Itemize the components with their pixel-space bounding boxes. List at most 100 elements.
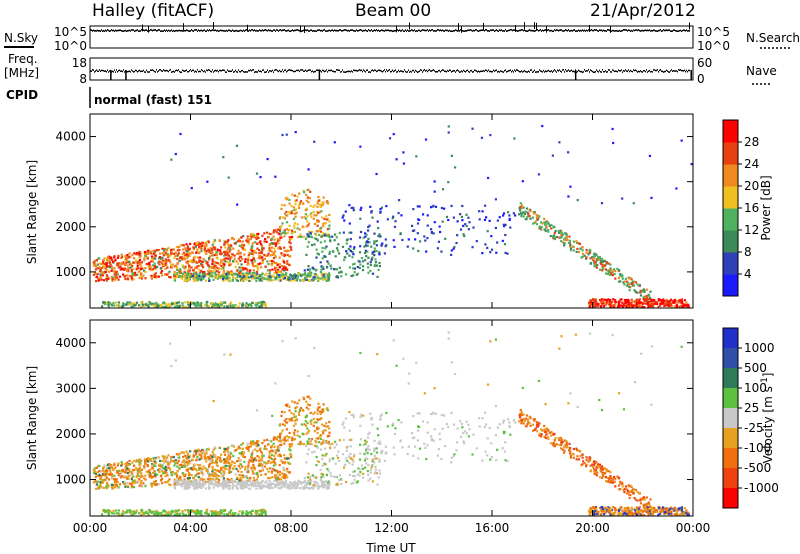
power-echo (258, 277, 261, 280)
freq-trace-point (308, 69, 309, 71)
power-speckle (170, 158, 173, 161)
velocity-echo (101, 478, 104, 481)
power-echo (350, 231, 353, 234)
noise-trace-point (532, 29, 533, 32)
noise-spike (524, 22, 525, 30)
power-echo (647, 294, 651, 297)
power-echo (270, 237, 274, 240)
power-echo (603, 298, 606, 301)
power-echo (316, 274, 319, 277)
noise-trace-point (211, 29, 212, 32)
power-echo (244, 273, 247, 276)
velocity-echo (221, 472, 224, 476)
power-echo (527, 214, 530, 218)
freq-trace-point (149, 71, 150, 73)
power-echo (187, 264, 191, 267)
noise-trace-point (250, 30, 251, 32)
power-echo (184, 301, 187, 304)
freq-trace-point (171, 71, 172, 73)
power-echo (320, 235, 323, 238)
power-echo (304, 213, 307, 216)
velocity-echo (182, 459, 186, 462)
power-speckle (480, 136, 484, 139)
power-echo (592, 301, 595, 304)
power-echo (246, 272, 249, 275)
power-echo (568, 235, 571, 238)
power-echo (315, 256, 318, 259)
velocity-echo (273, 461, 276, 464)
power-echo (316, 224, 319, 227)
noise-trace-point (164, 29, 165, 31)
velocity-echo (230, 478, 233, 481)
power-echo (629, 304, 633, 307)
power-echo (153, 267, 156, 270)
velocity-echo (159, 468, 163, 471)
power-echo (161, 262, 164, 265)
power-echo (506, 252, 509, 255)
noise-trace-point (333, 30, 334, 32)
power-echo (203, 248, 206, 251)
power-echo (326, 277, 329, 280)
noise-trace-point (232, 29, 233, 31)
power-echo (569, 247, 573, 250)
power-echo (219, 301, 222, 304)
power-echo (239, 274, 243, 277)
power-echo (201, 266, 205, 269)
freq-trace-point (683, 70, 684, 72)
velocity-echo (212, 477, 215, 480)
freq-trace-point (405, 70, 406, 73)
power-echo (107, 303, 110, 307)
power-colorbar-tick-label: 8 (744, 245, 752, 259)
power-echo (299, 233, 302, 236)
power-echo (309, 190, 312, 193)
power-echo (138, 270, 141, 273)
velocity-echo (187, 456, 190, 459)
velocity-echo (268, 454, 271, 457)
power-echo (225, 250, 228, 253)
velocity-echo (205, 452, 208, 455)
freq-trace-point (374, 69, 375, 71)
freq-trace-point (504, 70, 505, 72)
power-echo (201, 263, 204, 267)
power-echo (450, 204, 453, 208)
noise-trace-point (525, 30, 526, 32)
noise-trace-point (644, 29, 645, 32)
power-echo (160, 305, 163, 308)
power-speckle (541, 124, 544, 128)
power-echo (268, 272, 271, 275)
velocity-echo (194, 463, 197, 466)
freq-trace-point (472, 71, 473, 73)
velocity-echo (285, 435, 288, 438)
noise-trace-point (662, 30, 663, 32)
power-echo (296, 223, 299, 226)
noise-trace-point (585, 30, 586, 32)
velocity-echo (276, 447, 280, 450)
power-echo (307, 201, 310, 204)
power-echo (293, 276, 296, 279)
power-echo (239, 276, 242, 279)
power-echo (346, 238, 349, 241)
power-echo (359, 230, 363, 234)
noise-trace-point (294, 29, 295, 32)
freq-trace-point (124, 71, 125, 73)
freq-trace-point (372, 69, 373, 71)
power-echo (379, 235, 382, 238)
noise-trace-point (449, 29, 450, 32)
power-echo (544, 223, 547, 226)
power-echo (329, 236, 332, 239)
noise-trace-point (291, 29, 292, 32)
noise-trace-point (121, 29, 122, 32)
velocity-echo (167, 480, 170, 483)
power-echo (313, 222, 316, 226)
power-echo (316, 219, 319, 222)
noise-trace-point (172, 30, 173, 33)
power-echo (374, 261, 378, 264)
power-echo (156, 265, 159, 269)
power-echo (214, 252, 218, 255)
power-echo (417, 218, 421, 222)
velocity-echo (126, 461, 129, 464)
power-echo (129, 266, 132, 269)
noise-trace-point (519, 29, 520, 32)
power-echo (229, 248, 232, 251)
